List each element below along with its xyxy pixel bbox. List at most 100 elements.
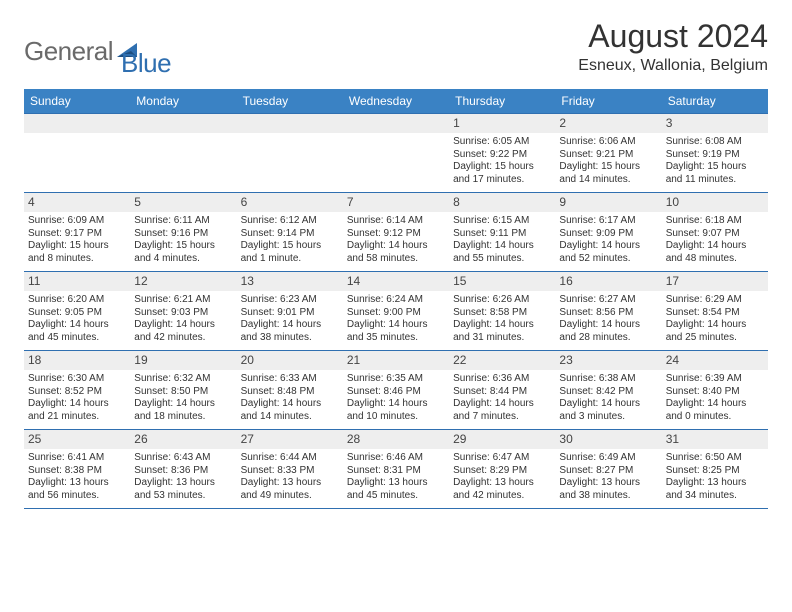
day-cell: 11Sunrise: 6:20 AMSunset: 9:05 PMDayligh…	[24, 272, 130, 351]
daylight-text: and 8 minutes.	[28, 253, 126, 266]
sunset-text: Sunset: 9:07 PM	[666, 228, 764, 241]
day-cell: 13Sunrise: 6:23 AMSunset: 9:01 PMDayligh…	[237, 272, 343, 351]
sunrise-text: Sunrise: 6:06 AM	[559, 136, 657, 149]
daylight-text: and 42 minutes.	[453, 490, 551, 503]
sunrise-text: Sunrise: 6:24 AM	[347, 294, 445, 307]
day-number: 6	[237, 193, 343, 212]
daylight-text: and 21 minutes.	[28, 411, 126, 424]
daylight-text: Daylight: 15 hours	[28, 240, 126, 253]
day-number-empty	[24, 114, 130, 133]
day-cell: 24Sunrise: 6:39 AMSunset: 8:40 PMDayligh…	[662, 351, 768, 430]
daylight-text: Daylight: 14 hours	[347, 240, 445, 253]
day-cell	[343, 114, 449, 193]
day-cell: 25Sunrise: 6:41 AMSunset: 8:38 PMDayligh…	[24, 430, 130, 509]
daylight-text: Daylight: 13 hours	[134, 477, 232, 490]
sunrise-text: Sunrise: 6:43 AM	[134, 452, 232, 465]
daylight-text: Daylight: 14 hours	[453, 240, 551, 253]
daylight-text: Daylight: 14 hours	[666, 319, 764, 332]
sunrise-text: Sunrise: 6:36 AM	[453, 373, 551, 386]
sunset-text: Sunset: 8:42 PM	[559, 386, 657, 399]
day-number: 5	[130, 193, 236, 212]
daylight-text: Daylight: 13 hours	[559, 477, 657, 490]
day-cell: 15Sunrise: 6:26 AMSunset: 8:58 PMDayligh…	[449, 272, 555, 351]
daylight-text: and 58 minutes.	[347, 253, 445, 266]
logo-text-general: General	[24, 36, 113, 67]
day-number: 25	[24, 430, 130, 449]
sunset-text: Sunset: 8:29 PM	[453, 465, 551, 478]
daylight-text: and 7 minutes.	[453, 411, 551, 424]
daylight-text: Daylight: 14 hours	[347, 319, 445, 332]
daylight-text: and 4 minutes.	[134, 253, 232, 266]
sunrise-text: Sunrise: 6:18 AM	[666, 215, 764, 228]
day-cell: 19Sunrise: 6:32 AMSunset: 8:50 PMDayligh…	[130, 351, 236, 430]
daylight-text: Daylight: 15 hours	[666, 161, 764, 174]
sunrise-text: Sunrise: 6:46 AM	[347, 452, 445, 465]
day-cell: 17Sunrise: 6:29 AMSunset: 8:54 PMDayligh…	[662, 272, 768, 351]
page-title: August 2024	[578, 18, 768, 55]
daylight-text: Daylight: 14 hours	[134, 398, 232, 411]
daylight-text: Daylight: 15 hours	[241, 240, 339, 253]
day-number: 17	[662, 272, 768, 291]
sunset-text: Sunset: 9:00 PM	[347, 307, 445, 320]
daylight-text: and 3 minutes.	[559, 411, 657, 424]
day-number: 18	[24, 351, 130, 370]
day-number: 28	[343, 430, 449, 449]
day-header-row: SundayMondayTuesdayWednesdayThursdayFrid…	[24, 89, 768, 114]
sunrise-text: Sunrise: 6:20 AM	[28, 294, 126, 307]
day-cell: 29Sunrise: 6:47 AMSunset: 8:29 PMDayligh…	[449, 430, 555, 509]
day-cell: 8Sunrise: 6:15 AMSunset: 9:11 PMDaylight…	[449, 193, 555, 272]
daylight-text: Daylight: 13 hours	[241, 477, 339, 490]
sunset-text: Sunset: 9:05 PM	[28, 307, 126, 320]
day-number: 21	[343, 351, 449, 370]
sunrise-text: Sunrise: 6:21 AM	[134, 294, 232, 307]
day-header-sunday: Sunday	[24, 89, 130, 114]
day-cell: 18 Sunrise: 6:30 AMSunset: 8:52 PMDayligh…	[24, 351, 130, 430]
sunset-text: Sunset: 8:54 PM	[666, 307, 764, 320]
daylight-text: Daylight: 14 hours	[666, 398, 764, 411]
week-row: 18Sunrise: 6:30 AMSunset: 8:52 PMDayligh…	[24, 351, 768, 430]
title-block: August 2024 Esneux, Wallonia, Belgium	[578, 18, 768, 75]
daylight-text: Daylight: 13 hours	[453, 477, 551, 490]
daylight-text: and 10 minutes.	[347, 411, 445, 424]
sunrise-text: Sunrise: 6:26 AM	[453, 294, 551, 307]
daylight-text: Daylight: 14 hours	[241, 398, 339, 411]
day-cell: 16Sunrise: 6:27 AMSunset: 8:56 PMDayligh…	[555, 272, 661, 351]
week-row: 1Sunrise: 6:05 AMSunset: 9:22 PMDaylight…	[24, 114, 768, 193]
day-number: 13	[237, 272, 343, 291]
day-cell: 10Sunrise: 6:18 AMSunset: 9:07 PMDayligh…	[662, 193, 768, 272]
daylight-text: Daylight: 14 hours	[28, 398, 126, 411]
day-cell: 31Sunrise: 6:50 AMSunset: 8:25 PMDayligh…	[662, 430, 768, 509]
sunset-text: Sunset: 8:52 PM	[28, 386, 126, 399]
day-number: 8	[449, 193, 555, 212]
day-number: 24	[662, 351, 768, 370]
day-number: 2	[555, 114, 661, 133]
day-cell: 30Sunrise: 6:49 AMSunset: 8:27 PMDayligh…	[555, 430, 661, 509]
daylight-text: and 31 minutes.	[453, 332, 551, 345]
day-number: 7	[343, 193, 449, 212]
day-number: 1	[449, 114, 555, 133]
daylight-text: and 28 minutes.	[559, 332, 657, 345]
sunset-text: Sunset: 9:19 PM	[666, 149, 764, 162]
sunrise-text: Sunrise: 6:39 AM	[666, 373, 764, 386]
daylight-text: Daylight: 14 hours	[28, 319, 126, 332]
sunrise-text: Sunrise: 6:12 AM	[241, 215, 339, 228]
day-number: 14	[343, 272, 449, 291]
day-number: 20	[237, 351, 343, 370]
daylight-text: Daylight: 13 hours	[347, 477, 445, 490]
daylight-text: Daylight: 14 hours	[134, 319, 232, 332]
sunset-text: Sunset: 9:17 PM	[28, 228, 126, 241]
sunset-text: Sunset: 9:12 PM	[347, 228, 445, 241]
week-row: 11Sunrise: 6:20 AMSunset: 9:05 PMDayligh…	[24, 272, 768, 351]
day-number: 19	[130, 351, 236, 370]
day-cell	[237, 114, 343, 193]
sunset-text: Sunset: 9:22 PM	[453, 149, 551, 162]
sunset-text: Sunset: 8:48 PM	[241, 386, 339, 399]
daylight-text: and 48 minutes.	[666, 253, 764, 266]
sunset-text: Sunset: 9:11 PM	[453, 228, 551, 241]
day-number: 3	[662, 114, 768, 133]
sunset-text: Sunset: 8:33 PM	[241, 465, 339, 478]
day-header-wednesday: Wednesday	[343, 89, 449, 114]
sunrise-text: Sunrise: 6:30 AM	[28, 373, 126, 386]
day-cell: 2Sunrise: 6:06 AMSunset: 9:21 PMDaylight…	[555, 114, 661, 193]
sunset-text: Sunset: 8:44 PM	[453, 386, 551, 399]
